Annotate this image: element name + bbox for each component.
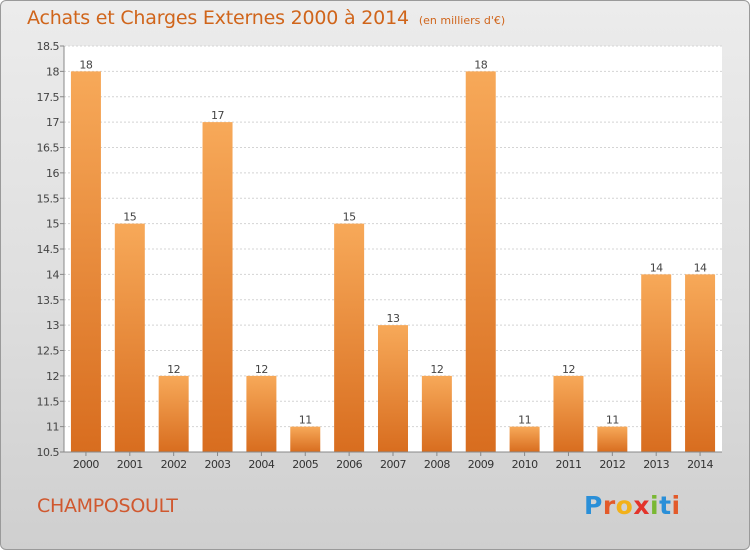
x-tick-label: 2003 [205,458,231,471]
x-tick-label: 2013 [643,458,669,471]
commune-name: CHAMPOSOULT [37,495,178,517]
x-tick-label: 2010 [512,458,538,471]
x-tick-label: 2014 [687,458,713,471]
data-label: 12 [430,363,443,376]
logo-letter: i [671,491,681,520]
data-labels: 18 15 12 17 12 11 15 13 12 18 11 12 11 14 14 [79,58,707,426]
y-tick-label: 18 [46,65,59,78]
logo-letter: P [584,491,603,520]
data-label: 12 [167,363,180,376]
data-label: 17 [211,109,224,122]
bar-2010 [509,426,540,452]
x-tick-label: 2002 [161,458,187,471]
y-tick-label: 16 [46,167,59,180]
bar-2003 [202,122,233,452]
y-tick-label: 17.5 [37,91,60,104]
bars [70,71,716,452]
y-tick-label: 11.5 [37,395,60,408]
bar-2004 [246,375,277,452]
data-label: 11 [518,414,531,427]
x-tick-label: 2006 [336,458,362,471]
x-tick-label: 2007 [380,458,406,471]
data-label: 15 [123,211,136,224]
data-label: 14 [650,261,663,274]
data-label: 18 [79,58,92,71]
y-tick-label: 18.5 [37,40,60,53]
logo-letter: t [659,491,672,520]
y-tick-label: 12 [46,370,59,383]
y-tick-label: 10.5 [37,446,60,459]
data-label: 12 [562,363,575,376]
x-tick-label: 2008 [424,458,450,471]
chart-title: Achats et Charges Externes 2000 à 2014 (e… [27,7,505,29]
x-tick-label: 2001 [117,458,143,471]
y-tick-label: 13.5 [37,294,60,307]
data-label: 11 [606,414,619,427]
data-label: 18 [474,58,487,71]
proxiti-logo: Proxiti [584,491,681,520]
y-tick-label: 13 [46,319,59,332]
logo-letter: i [650,491,660,520]
bar-2006 [334,223,365,452]
bar-2013 [641,274,672,452]
data-label: 13 [387,312,400,325]
bar-2002 [158,375,189,452]
x-axis: 2000 2001 2002 2003 2004 2005 2006 2007 2008 2009… [73,452,714,471]
bar-2007 [378,325,408,452]
bar-2011 [553,375,584,452]
data-label: 12 [255,363,268,376]
bar-2012 [597,426,628,452]
title-unit: (en milliers d'€) [418,14,506,27]
y-tick-label: 14.5 [37,243,60,256]
y-tick-label: 12.5 [37,345,60,358]
y-tick-label: 11 [46,421,59,434]
grid-lines [64,45,722,453]
y-tick-label: 16.5 [37,142,60,155]
logo-letter: x [633,491,650,520]
data-label: 15 [343,211,356,224]
logo-letter: r [602,491,616,520]
logo-letter: o [615,491,634,520]
bar-2001 [114,223,145,452]
y-tick-label: 15.5 [37,192,60,205]
data-label: 11 [299,414,312,427]
y-tick-label: 17 [46,116,59,129]
x-tick-label: 2009 [468,458,494,471]
bar-2005 [290,426,321,452]
y-tick-label: 14 [46,268,59,281]
x-tick-label: 2004 [248,458,274,471]
x-tick-label: 2012 [599,458,625,471]
data-label: 14 [694,261,707,274]
x-tick-label: 2011 [555,458,581,471]
bar-2009 [465,71,496,452]
bar-2008 [421,375,452,452]
bar-2014 [685,274,716,452]
y-tick-label: 15 [46,218,59,231]
x-tick-label: 2005 [292,458,318,471]
title-text: Achats et Charges Externes 2000 à 2014 [27,7,409,29]
bar-2000 [70,71,101,452]
x-tick-label: 2000 [73,458,99,471]
